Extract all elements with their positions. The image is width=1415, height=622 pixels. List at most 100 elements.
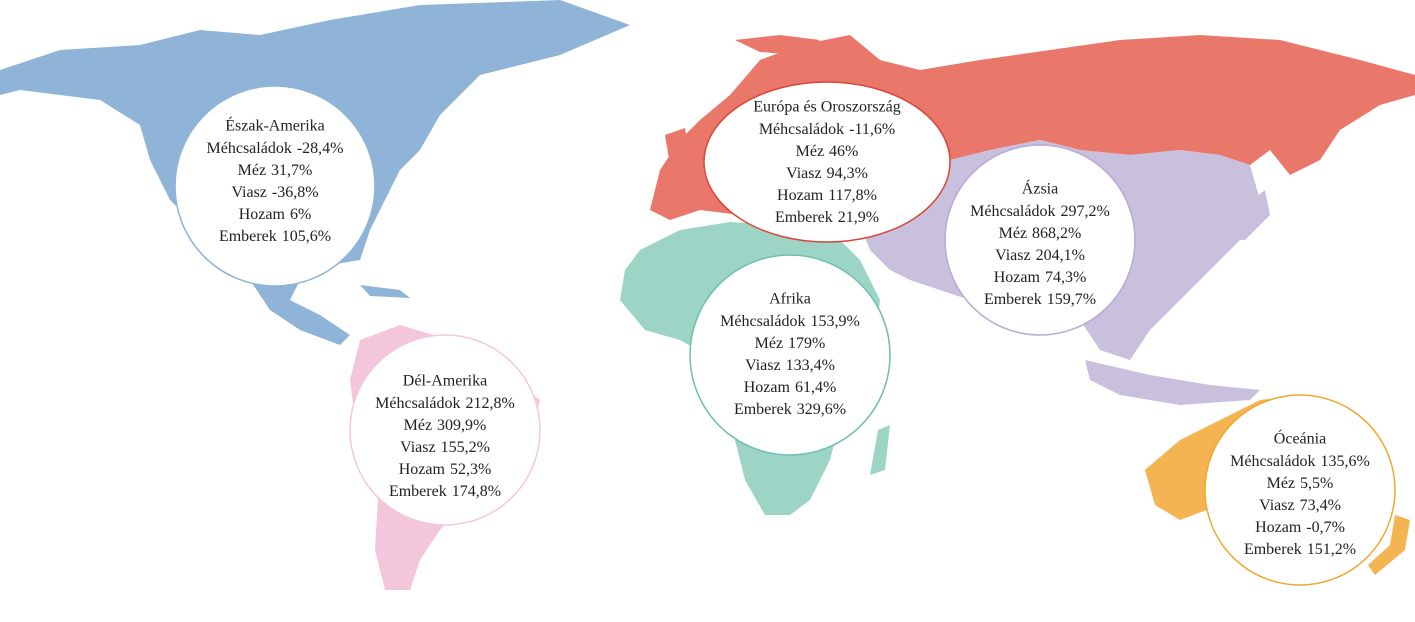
region-callout: Ázsia Méhcsaládok 297,2% Méz 868,2%Viasz 204,…: [944, 144, 1136, 336]
stat-value: 46%: [829, 143, 858, 160]
stat-line: Viasz 204,1%: [995, 247, 1085, 264]
stat-label: Méz: [999, 225, 1027, 242]
indonesia: [1085, 360, 1260, 405]
stat-label: Emberek: [219, 228, 277, 245]
stat-line: Hozam 52,3%: [399, 461, 492, 478]
stat-value: 31,7%: [271, 162, 312, 179]
stat-line: Méhcsaládok 212,8%: [375, 395, 515, 412]
stat-label: Méhcsaládok: [970, 203, 1055, 220]
scandinavia: [735, 35, 820, 55]
stat-value: 868,2%: [1032, 225, 1081, 242]
stat-value: 174,8%: [452, 483, 501, 500]
stat-line: Viasz 94,3%: [786, 165, 868, 182]
stat-label: Emberek: [389, 483, 447, 500]
stat-label: Viasz: [1259, 497, 1294, 514]
callout-bubble: [689, 254, 891, 456]
stat-label: Méhcsaládok: [1230, 453, 1315, 470]
stat-value: 5,5%: [1300, 475, 1333, 492]
stat-label: Emberek: [734, 401, 792, 418]
uk: [665, 128, 690, 165]
stat-value: 73,4%: [1300, 497, 1341, 514]
stat-line: Viasz 133,4%: [745, 357, 835, 374]
callout-bubble: [703, 81, 951, 243]
stat-label: Hozam: [399, 461, 446, 478]
stat-value: 309,9%: [437, 417, 486, 434]
stat-line: Emberek 174,8%: [389, 483, 501, 500]
stat-label: Méz: [1267, 475, 1295, 492]
stat-line: Emberek 329,6%: [734, 401, 846, 418]
stat-value: -0,7%: [1306, 519, 1345, 536]
stat-line: Méhcsaládok -28,4%: [207, 140, 344, 157]
stat-line: Méz 309,9%: [404, 417, 487, 434]
region-name: Afrika: [769, 291, 811, 308]
stat-label: Emberek: [775, 209, 833, 226]
stat-line: Méz 31,7%: [238, 162, 313, 179]
region-name: Ázsia: [1022, 179, 1058, 198]
stat-value: 297,2%: [1060, 203, 1109, 220]
new-zealand: [1368, 515, 1410, 575]
region-name: Európa és Oroszország: [753, 99, 901, 116]
stat-value: 74,3%: [1045, 269, 1086, 286]
stat-line: Viasz 73,4%: [1259, 497, 1341, 514]
stat-label: Hozam: [744, 379, 791, 396]
callout-bubble: [349, 334, 541, 526]
stat-label: Hozam: [239, 206, 286, 223]
region-callout: Észak-Amerika Méhcsaládok -28,4% Méz 31,7% Vi…: [174, 85, 376, 287]
madagascar: [870, 425, 890, 475]
stat-value: -28,4%: [297, 140, 344, 157]
stat-label: Hozam: [777, 187, 824, 204]
stat-value: 105,6%: [282, 228, 331, 245]
stat-value: 179%: [788, 335, 825, 352]
region-name: Dél-Amerika: [403, 373, 487, 390]
stat-line: Hozam 61,4%: [744, 379, 837, 396]
stat-value: 151,2%: [1307, 541, 1356, 558]
stat-value: 135,6%: [1320, 453, 1369, 470]
stat-label: Méhcsaládok: [207, 140, 292, 157]
stat-line: Viasz -36,8%: [231, 184, 318, 201]
stat-label: Viasz: [995, 247, 1030, 264]
stat-line: Hozam 117,8%: [777, 187, 877, 204]
stat-label: Méz: [404, 417, 432, 434]
stat-label: Méhcsaládok: [375, 395, 460, 412]
region-name: Észak-Amerika: [225, 116, 325, 135]
stat-line: Méz 868,2%: [999, 225, 1082, 242]
stat-line: Méz 46%: [796, 143, 859, 160]
callout-bubble: [944, 144, 1136, 336]
region-callout: Óceánia Méhcsaládok 135,6% Méz 5,5% Viasz 73,4…: [1204, 394, 1396, 586]
stat-label: Méhcsaládok: [720, 313, 805, 330]
stat-line: Viasz 155,2%: [400, 439, 490, 456]
stat-label: Méhcsaládok: [759, 121, 844, 138]
callout-bubble: [174, 85, 376, 287]
stat-value: 61,4%: [795, 379, 836, 396]
stat-value: 117,8%: [828, 187, 877, 204]
stat-value: 159,7%: [1047, 291, 1096, 308]
stat-label: Viasz: [231, 184, 266, 201]
stat-value: 204,1%: [1036, 247, 1085, 264]
stat-value: 52,3%: [450, 461, 491, 478]
stat-label: Méz: [796, 143, 824, 160]
stat-label: Viasz: [786, 165, 821, 182]
stat-label: Hozam: [1255, 519, 1302, 536]
stat-label: Viasz: [745, 357, 780, 374]
region-name: Óceánia: [1274, 429, 1326, 448]
stat-value: 153,9%: [810, 313, 859, 330]
callout-bubble: [1204, 394, 1396, 586]
stat-line: Méz 5,5%: [1267, 475, 1334, 492]
stat-line: Hozam 74,3%: [994, 269, 1087, 286]
stat-label: Méz: [755, 335, 783, 352]
caribbean: [360, 285, 410, 298]
stat-value: 94,3%: [827, 165, 868, 182]
stat-line: Emberek 159,7%: [984, 291, 1096, 308]
stat-label: Emberek: [984, 291, 1042, 308]
stat-label: Hozam: [994, 269, 1041, 286]
stat-label: Viasz: [400, 439, 435, 456]
stat-value: 133,4%: [786, 357, 835, 374]
stat-value: 329,6%: [797, 401, 846, 418]
stat-line: Emberek 151,2%: [1244, 541, 1356, 558]
stat-value: -36,8%: [272, 184, 319, 201]
region-callout: Afrika Méhcsaládok 153,9% Méz 179% Viasz 133,4…: [689, 254, 891, 456]
stat-line: Hozam 6%: [239, 206, 312, 223]
stat-label: Emberek: [1244, 541, 1302, 558]
